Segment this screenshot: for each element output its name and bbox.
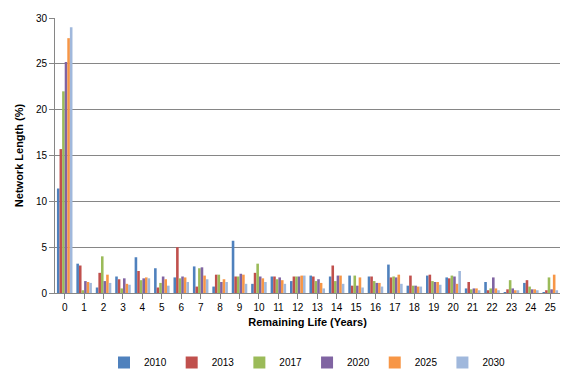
svg-text:4: 4 xyxy=(140,302,146,313)
svg-text:6: 6 xyxy=(178,302,184,313)
svg-text:1: 1 xyxy=(81,302,87,313)
svg-text:2: 2 xyxy=(101,302,107,313)
svg-text:13: 13 xyxy=(312,302,324,313)
svg-text:11: 11 xyxy=(273,302,284,313)
svg-text:Network Length (%): Network Length (%) xyxy=(13,104,25,208)
svg-text:10: 10 xyxy=(253,302,265,313)
svg-text:23: 23 xyxy=(506,302,518,313)
svg-text:0: 0 xyxy=(41,288,47,299)
svg-text:10: 10 xyxy=(36,196,48,207)
svg-text:17: 17 xyxy=(389,302,401,313)
svg-text:30: 30 xyxy=(36,13,48,24)
svg-text:21: 21 xyxy=(467,302,479,313)
svg-text:19: 19 xyxy=(428,302,440,313)
svg-text:25: 25 xyxy=(545,302,557,313)
svg-text:2013: 2013 xyxy=(212,357,235,368)
svg-text:24: 24 xyxy=(525,302,537,313)
svg-text:5: 5 xyxy=(41,242,47,253)
svg-text:2030: 2030 xyxy=(482,357,505,368)
svg-text:20: 20 xyxy=(36,104,48,115)
svg-text:20: 20 xyxy=(448,302,460,313)
svg-text:0: 0 xyxy=(62,302,68,313)
svg-text:12: 12 xyxy=(292,302,304,313)
svg-text:2025: 2025 xyxy=(415,357,438,368)
svg-text:15: 15 xyxy=(350,302,362,313)
svg-text:25: 25 xyxy=(36,58,48,69)
svg-text:14: 14 xyxy=(331,302,343,313)
svg-text:2020: 2020 xyxy=(347,357,370,368)
svg-text:3: 3 xyxy=(120,302,126,313)
svg-text:2010: 2010 xyxy=(144,357,167,368)
svg-text:Remaining Life (Years): Remaining Life (Years) xyxy=(248,316,367,328)
svg-text:8: 8 xyxy=(217,302,223,313)
svg-text:16: 16 xyxy=(370,302,382,313)
svg-text:2017: 2017 xyxy=(279,357,302,368)
svg-text:7: 7 xyxy=(198,302,204,313)
svg-text:9: 9 xyxy=(237,302,243,313)
svg-text:5: 5 xyxy=(159,302,165,313)
svg-text:22: 22 xyxy=(486,302,498,313)
svg-text:15: 15 xyxy=(36,150,48,161)
svg-text:18: 18 xyxy=(409,302,421,313)
